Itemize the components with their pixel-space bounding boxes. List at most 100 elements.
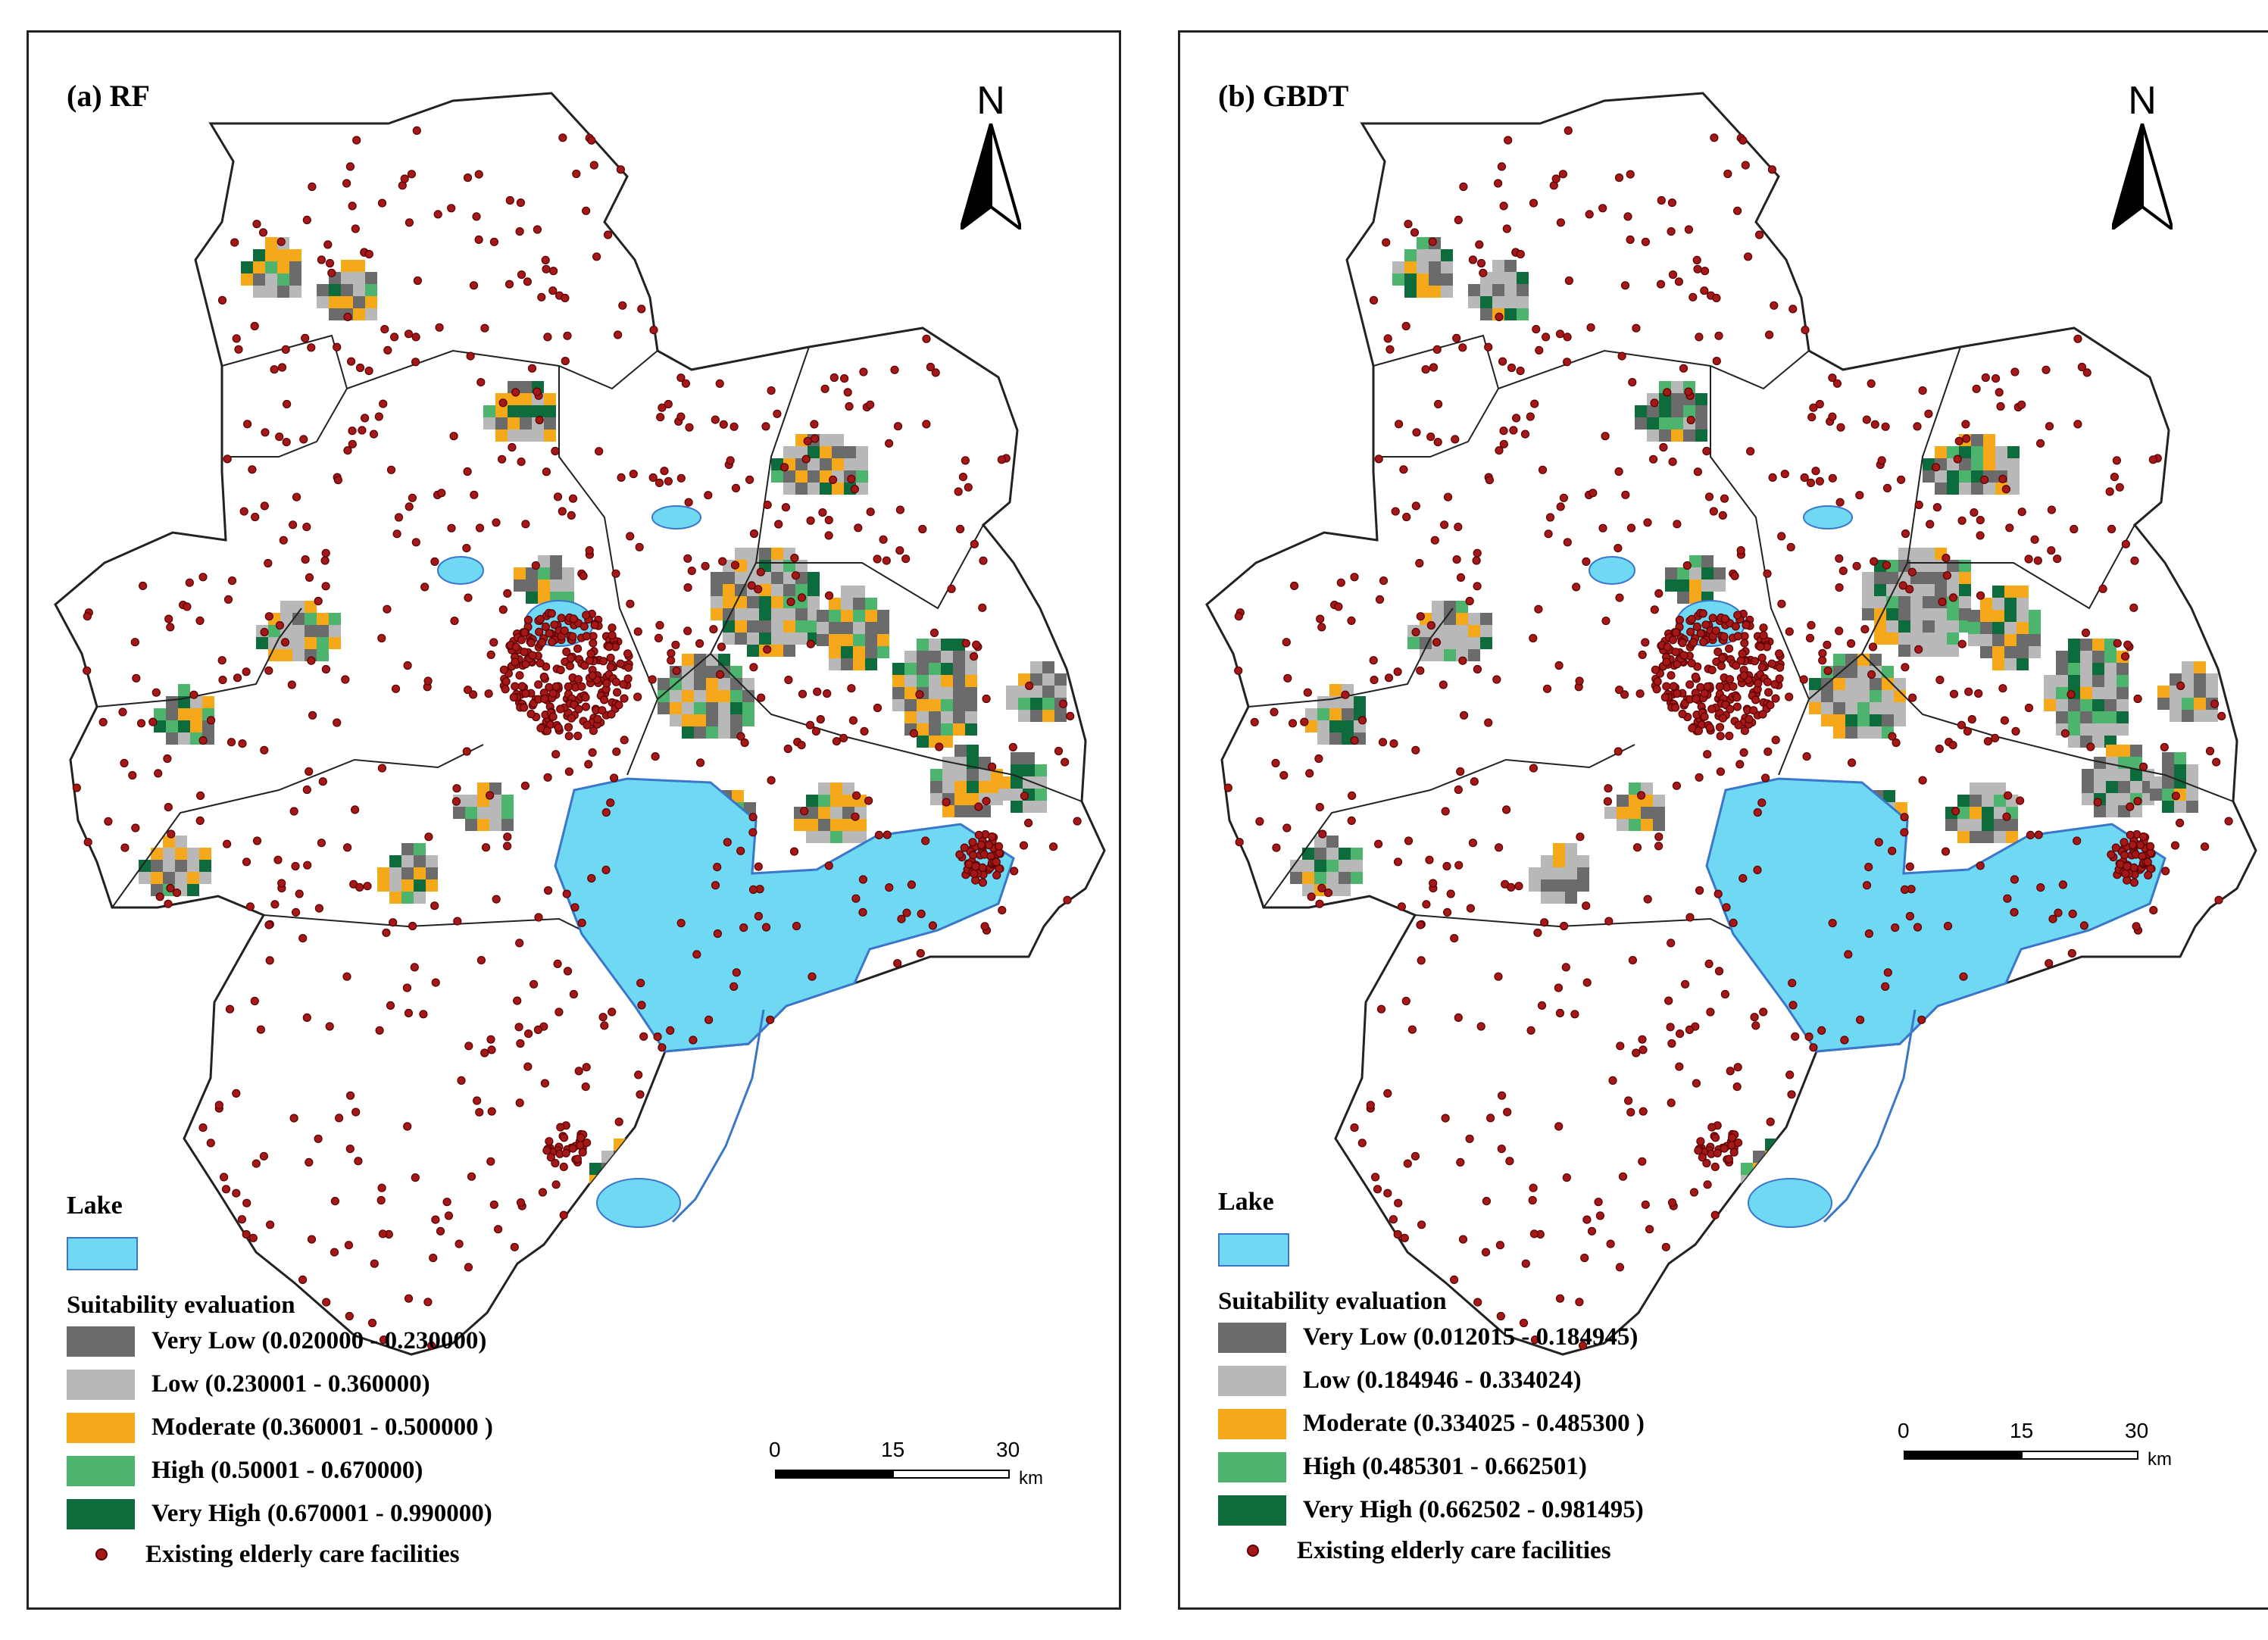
raster-cell: [1777, 1151, 1789, 1163]
raster-cell: [668, 1393, 680, 1405]
facility-point: [565, 661, 575, 670]
facility-point: [476, 955, 486, 965]
facility-point: [2047, 505, 2057, 514]
facility-point: [1303, 688, 1312, 697]
raster-cell: [692, 1106, 704, 1118]
facility-point: [1718, 714, 1728, 723]
facility-point: [1785, 692, 1794, 701]
raster-cell: [2068, 723, 2080, 736]
raster-cell: [638, 1139, 650, 1151]
facility-point: [1661, 1242, 1670, 1251]
raster-cell: [1845, 714, 1857, 726]
raster-cell: [1983, 1112, 1995, 1124]
facility-point: [1953, 455, 1962, 464]
raster-cell: [2029, 634, 2041, 646]
raster-cell: [187, 848, 199, 860]
facility-point: [164, 614, 173, 623]
facility-point: [1626, 235, 1635, 244]
raster-cell: [829, 634, 841, 646]
facility-point: [511, 682, 520, 691]
raster-cell: [904, 651, 917, 663]
scale-bar: 0 15 30 km: [1898, 1419, 2172, 1472]
facility-point: [1718, 511, 1727, 520]
facility-point: [1575, 676, 1584, 686]
facility-point: [683, 554, 692, 563]
facility-point: [335, 1114, 344, 1123]
facility-point: [1709, 507, 1718, 516]
facility-point: [563, 967, 573, 976]
facility-point: [658, 403, 667, 412]
facility-point: [1804, 1032, 1813, 1042]
raster-cell: [1886, 572, 1898, 584]
facility-point: [1341, 690, 1350, 699]
facility-point: [547, 609, 556, 618]
facility-point: [1416, 666, 1425, 675]
facility-point: [1723, 169, 1732, 179]
raster-cell: [1553, 867, 1565, 879]
facility-point: [1770, 301, 1779, 310]
raster-cell: [1900, 1256, 1912, 1268]
facility-point: [618, 301, 627, 310]
river: [671, 1009, 765, 1223]
facility-point: [423, 1298, 433, 1307]
facility-point: [1407, 1025, 1417, 1034]
facility-point: [139, 581, 148, 591]
raster-cell: [1517, 296, 1529, 308]
facility-point: [382, 928, 391, 937]
facility-point: [515, 670, 524, 680]
facility-point: [259, 1151, 268, 1160]
facility-point: [1271, 758, 1280, 768]
facility-point: [1551, 174, 1560, 183]
facility-point: [1877, 456, 1886, 465]
facility-point: [2110, 472, 2120, 482]
raster-cell: [929, 663, 941, 675]
facility-point: [1732, 206, 1742, 215]
raster-cell: [808, 1124, 820, 1136]
raster-cell: [795, 620, 808, 633]
facility-point: [1689, 1188, 1699, 1197]
raster-cell: [1771, 1405, 1783, 1417]
raster-cell: [818, 807, 830, 819]
raster-cell: [748, 1220, 761, 1232]
raster-cell: [1912, 1195, 1924, 1207]
facility-point: [901, 554, 911, 564]
raster-cell: [929, 675, 941, 687]
raster-cell: [1701, 555, 1713, 567]
facility-point: [260, 745, 269, 754]
facility-point: [1282, 638, 1291, 647]
raster-cell: [692, 1118, 704, 1130]
raster-cell: [748, 1244, 761, 1256]
facility-point: [248, 1233, 258, 1242]
raster-cell: [1876, 1268, 1888, 1280]
facility-point: [1019, 841, 1029, 850]
raster-cell: [979, 781, 991, 793]
facility-point: [302, 785, 311, 795]
raster-cell: [1912, 1256, 1924, 1268]
raster-cell: [656, 1381, 668, 1393]
facility-point: [369, 430, 379, 439]
facility-point: [1868, 642, 1878, 651]
facility-point: [1846, 639, 1856, 648]
raster-cell: [953, 651, 965, 663]
facility-point: [227, 576, 237, 586]
raster-cell: [771, 1148, 783, 1160]
facility-point: [1411, 627, 1420, 637]
raster-cell: [1456, 637, 1468, 649]
raster-cell: [1789, 1151, 1801, 1163]
facility-point: [155, 892, 164, 901]
scale-segment: [775, 1470, 892, 1479]
raster-cell: [747, 620, 759, 633]
raster-cell: [1870, 678, 1882, 690]
raster-cell: [709, 1329, 721, 1342]
raster-cell: [1629, 807, 1641, 819]
facility-point: [623, 649, 633, 658]
facility-point: [260, 501, 269, 511]
raster-cell: [2007, 1124, 2020, 1136]
facility-point: [1305, 769, 1314, 778]
facility-point: [1347, 616, 1356, 626]
north-arrow-icon: [2112, 123, 2173, 230]
raster-cell: [514, 579, 526, 592]
raster-cell: [1604, 807, 1617, 819]
facility-point: [600, 1021, 609, 1030]
raster-cell: [632, 1429, 644, 1442]
